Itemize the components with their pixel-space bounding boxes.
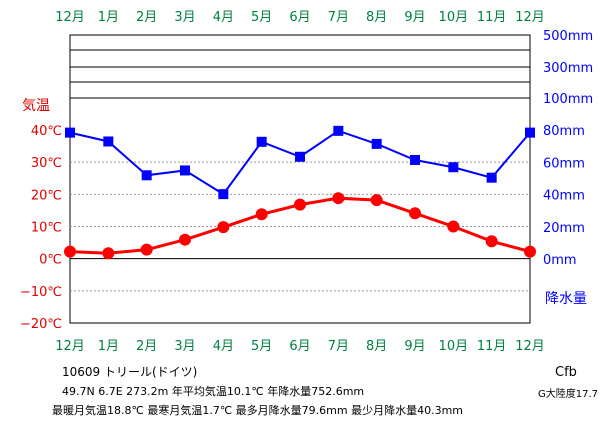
month-label-top: 2月 [136,10,157,25]
temperature-point [409,207,421,220]
temperature-point [447,220,460,233]
temperature-tick-label: 30℃ [31,156,62,171]
temperature-point [179,233,191,246]
precipitation-point [65,127,75,138]
plot-frame [69,34,531,324]
month-label-top: 6月 [289,10,310,25]
precipitation-point [333,125,344,136]
grid-lines [70,34,530,292]
precipitation-tick-label: 80mm [543,124,585,139]
month-label-bottom: 4月 [213,339,234,354]
month-label-top: 12月 [55,10,85,25]
precipitation-point [180,165,190,176]
month-label-bottom: 10月 [439,339,469,354]
precipitation-point [448,162,459,173]
month-label-top: 8月 [366,10,387,25]
precipitation-point [103,136,114,147]
climate-classification: Cfb [555,365,577,380]
data-series [64,125,536,260]
month-label-top: 10月 [439,10,469,25]
temperature-point [294,198,306,211]
month-label-top: 11月 [477,10,507,25]
month-label-bottom: 11月 [477,339,507,354]
month-label-top: 4月 [213,10,234,25]
precipitation-point [410,154,420,165]
temperature-tick-label: −10℃ [20,285,62,300]
precipitation-point [141,170,152,181]
temperature-point [102,247,115,260]
temperature-point [140,243,153,256]
temperature-point [485,235,498,248]
axis-labels: 気温 降水量 12月 12月 1月 1月 2月 2月 3月 3月 4月 4月 5月 5月 6月 6月 7月 7… [20,10,593,354]
month-label-bottom: 6月 [289,339,310,354]
month-label-bottom: 8月 [366,339,387,354]
station-summary-line1: 49.7N 6.7E 273.2m 年平均気温10.1℃ 年降水量752.6mm [62,384,364,398]
precipitation-point [525,127,535,138]
temperature-tick-label: 20℃ [31,188,62,203]
month-label-top: 3月 [174,10,195,25]
month-label-bottom: 5月 [251,339,272,354]
temperature-point [332,192,345,205]
temperature-point [524,245,536,258]
station-summary-line2: 最暖月気温18.8℃ 最寒月気温1.7℃ 最多月降水量79.6mm 最少月降水量… [52,403,463,417]
station-name: 10609 トリール(ドイツ) [62,365,197,379]
temperature-point [370,194,383,207]
precipitation-point [371,138,382,149]
precipitation-tick-label: 60mm [543,156,585,171]
precipitation-point [256,136,267,147]
precipitation-tick-label: 20mm [543,221,585,236]
precipitation-point [218,189,229,200]
temperature-tick-label: 10℃ [31,221,62,236]
month-label-top: 9月 [404,10,425,25]
temperature-point [255,208,268,221]
precipitation-tick-label: 40mm [543,189,585,204]
month-label-bottom: 2月 [136,339,157,354]
month-label-top: 5月 [251,10,272,25]
temperature-tick-label: −20℃ [20,317,62,332]
precipitation-tick-label: 300mm [543,61,593,76]
month-label-bottom: 9月 [404,339,425,354]
precipitation-tick-label: 100mm [543,92,593,107]
temperature-point [217,221,230,234]
precipitation-axis-title: 降水量 [545,291,587,307]
precipitation-point [295,151,305,162]
precipitation-tick-label: 500mm [543,29,593,44]
month-label-top: 1月 [98,10,119,25]
month-label-top: 12月 [515,10,545,25]
month-label-top: 7月 [328,10,349,25]
continentality-index: G大陸度17.7 [538,387,598,400]
month-label-bottom: 3月 [174,339,195,354]
month-label-bottom: 1月 [98,339,119,354]
station-info: 10609 トリール(ドイツ) 49.7N 6.7E 273.2m 年平均気温1… [52,365,598,417]
precipitation-point [486,172,497,183]
month-label-bottom: 7月 [328,339,349,354]
temperature-tick-label: 0℃ [39,253,62,268]
temperature-axis-title: 気温 [22,98,50,114]
temperature-point [64,245,76,258]
month-label-bottom: 12月 [515,339,545,354]
precipitation-tick-label: 0mm [543,253,577,268]
month-label-bottom: 12月 [55,339,85,354]
temperature-tick-label: 40℃ [31,124,62,139]
